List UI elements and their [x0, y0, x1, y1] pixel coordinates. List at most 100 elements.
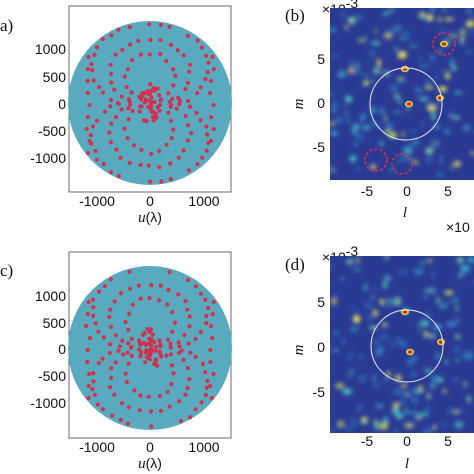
uv-point [183, 299, 188, 304]
uv-point [169, 135, 174, 141]
noise-blob [357, 39, 367, 42]
uv-point [211, 102, 216, 108]
panel-c-xtick: 1000 [188, 439, 219, 455]
uv-point [157, 338, 162, 343]
noise-blob [383, 275, 392, 282]
panel-d-label: (d) [285, 255, 305, 274]
noise-blob [418, 13, 425, 19]
uv-point [90, 68, 95, 73]
uv-point [145, 327, 150, 332]
uv-point [112, 392, 117, 397]
uv-point [108, 104, 113, 109]
uv-point [96, 289, 101, 294]
noise-blob [468, 29, 474, 35]
uv-point [139, 97, 144, 102]
uv-point [143, 97, 148, 102]
noise-blob [458, 408, 464, 413]
noise-blob [466, 8, 471, 13]
noise-blob [465, 20, 474, 27]
noise-blob [467, 395, 471, 403]
noise-blob [453, 409, 460, 415]
uv-point [108, 385, 113, 390]
noise-blob [416, 326, 422, 332]
panel-c-ytick: 1000 [35, 288, 66, 304]
panel-a-ytick: 0 [58, 96, 66, 112]
panel-b-ytick: 5 [317, 51, 325, 67]
uv-point [209, 395, 214, 401]
uv-point [143, 360, 148, 365]
uv-point [204, 148, 209, 153]
uv-point [204, 385, 209, 390]
uv-point [144, 118, 149, 123]
uv-point [165, 389, 170, 394]
uv-point [158, 283, 163, 288]
uv-point [165, 302, 170, 307]
panel-b-x-exponent: ×10 [446, 219, 470, 235]
uv-point [169, 382, 174, 387]
uv-point [141, 340, 146, 345]
uv-point [85, 90, 90, 96]
uv-point [158, 51, 163, 57]
uv-point [211, 371, 216, 377]
uv-point [148, 82, 153, 87]
noise-blob [455, 304, 459, 312]
noise-blob [382, 281, 388, 289]
uv-point [199, 45, 204, 50]
uv-point [128, 102, 133, 107]
uv-point [171, 67, 176, 72]
uv-point [107, 314, 112, 320]
noise-blob [375, 403, 384, 409]
uv-point [101, 162, 106, 167]
noise-blob [409, 355, 419, 361]
noise-blob [346, 116, 351, 124]
noise-blob [452, 377, 460, 382]
uv-point [129, 353, 134, 358]
noise-blob [432, 378, 440, 386]
panel-b-ytick: -5 [313, 139, 326, 155]
uv-point [185, 80, 191, 85]
uv-point [127, 25, 132, 30]
noise-blob [362, 80, 370, 86]
noise-blob [444, 17, 455, 22]
noise-blob [377, 345, 385, 351]
uv-point [138, 342, 143, 347]
noise-blob [330, 91, 335, 97]
panel-b-ytick: 0 [317, 95, 325, 111]
uv-point [130, 58, 135, 63]
noise-blob [359, 354, 365, 360]
noise-blob [366, 60, 370, 64]
noise-blob [362, 35, 368, 39]
uv-point [109, 71, 114, 76]
uv-point [169, 363, 175, 368]
noise-blob [357, 405, 362, 411]
panel-d-yticks: 5 0 -5 [313, 294, 326, 400]
uv-point [137, 408, 142, 413]
noise-blob [330, 165, 334, 173]
noise-blob [395, 413, 404, 419]
noise-blob [352, 315, 361, 323]
uv-point [126, 405, 131, 410]
noise-blob [419, 64, 428, 69]
noise-blob [393, 296, 402, 304]
noise-blob [342, 388, 352, 395]
uv-point [86, 395, 91, 401]
uv-point [157, 351, 162, 356]
uv-point [85, 78, 90, 84]
uv-point [116, 348, 121, 353]
uv-point [139, 104, 144, 109]
noise-blob [355, 132, 363, 141]
panel-a-ytick: 1000 [35, 41, 66, 57]
uv-point [114, 147, 119, 152]
uv-point [85, 311, 90, 317]
noise-blob [348, 16, 356, 25]
uv-point [84, 126, 89, 132]
uv-point [157, 393, 162, 399]
uv-point [211, 126, 216, 132]
uv-point [168, 352, 174, 357]
uv-point [109, 366, 114, 371]
noise-blob [400, 394, 409, 398]
noise-blob [423, 330, 429, 338]
uv-point [149, 95, 154, 100]
uv-point [128, 286, 133, 291]
noise-blob [438, 48, 443, 54]
